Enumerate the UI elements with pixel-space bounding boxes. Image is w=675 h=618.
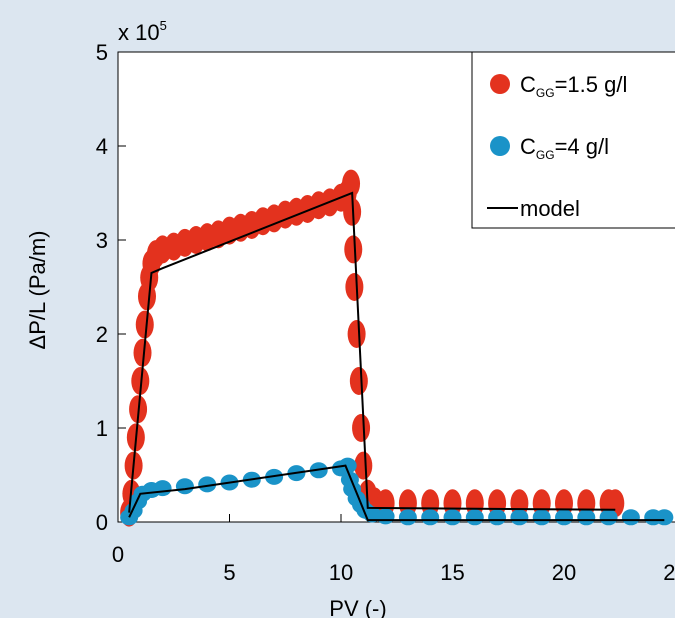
legend-text-part: =1.5 g/l (555, 72, 628, 97)
marker (135, 310, 154, 339)
marker (338, 457, 357, 474)
legend-text-part: GG (536, 86, 555, 100)
y-tick-label: 3 (96, 228, 108, 253)
marker (421, 489, 440, 518)
marker (655, 509, 674, 526)
y-tick-label: 4 (96, 134, 108, 159)
x-axis-label: PV (-) (329, 596, 386, 618)
y-tick-label: 2 (96, 322, 108, 347)
marker (443, 509, 462, 526)
marker (465, 489, 484, 518)
marker (133, 338, 152, 367)
legend-text-part: GG (536, 148, 555, 162)
legend-text-part: model (520, 196, 580, 221)
marker (577, 509, 596, 526)
marker (398, 489, 417, 518)
y-tick-label: 5 (96, 40, 108, 65)
x-tick-label: 10 (329, 560, 353, 585)
marker (352, 414, 371, 442)
y-axis-label: ΔP/L (Pa/m) (25, 230, 50, 349)
marker (621, 509, 640, 526)
marker (153, 480, 172, 497)
marker (175, 478, 194, 495)
legend-marker (490, 136, 510, 156)
y-scale-base: x 10 (118, 20, 160, 45)
plot (117, 51, 674, 527)
marker (510, 489, 529, 518)
x-tick-label: 0 (112, 542, 124, 567)
marker (532, 509, 551, 526)
y-scale: x 105 (118, 18, 167, 45)
legend-label: CGG=4 g/l (520, 134, 609, 162)
marker (555, 509, 573, 526)
legend-label: CGG=1.5 g/l (520, 72, 627, 100)
y-tick-label: 1 (96, 416, 108, 441)
marker (465, 509, 484, 526)
marker (342, 169, 361, 198)
marker (347, 320, 366, 348)
model-line (128, 464, 665, 522)
model-line (128, 191, 616, 513)
legend-text-part: =4 g/l (555, 134, 609, 159)
marker (354, 451, 373, 480)
marker (398, 509, 417, 526)
legend-marker (490, 74, 510, 94)
y-tick-label: 0 (96, 510, 108, 535)
marker (131, 367, 150, 395)
x-tick-label: 20 (552, 560, 576, 585)
marker (376, 508, 395, 525)
marker (488, 489, 507, 518)
marker (443, 489, 462, 518)
marker (349, 367, 368, 395)
marker (510, 509, 529, 526)
legend-text-part: C (520, 72, 536, 97)
marker (599, 509, 618, 526)
x-tick-label: 5 (223, 560, 235, 585)
x-tick-label: 25 (663, 560, 675, 585)
legend-label: model (520, 196, 580, 221)
legend-text-part: C (520, 134, 536, 159)
marker (488, 509, 507, 526)
marker (198, 476, 217, 493)
marker (345, 273, 364, 301)
marker (344, 235, 363, 264)
x-tick-label: 15 (440, 560, 464, 585)
y-scale-exp: 5 (160, 18, 167, 33)
marker (421, 509, 440, 526)
